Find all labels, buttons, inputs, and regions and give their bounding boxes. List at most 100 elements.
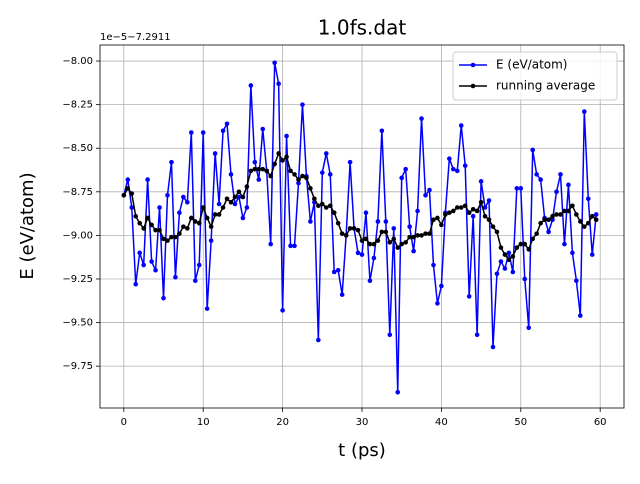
data-point — [276, 151, 281, 156]
data-point — [589, 252, 595, 257]
data-point — [181, 224, 186, 229]
data-point — [371, 255, 377, 261]
data-point — [248, 83, 254, 88]
data-point — [538, 177, 543, 182]
data-point — [161, 236, 166, 242]
data-point — [272, 60, 277, 66]
data-point — [161, 295, 166, 301]
data-point — [335, 267, 341, 273]
data-point — [351, 226, 357, 231]
y-tick-label: −9.75 — [62, 361, 93, 372]
data-point — [240, 194, 246, 200]
data-point — [204, 215, 210, 221]
data-point — [236, 194, 242, 200]
data-point — [558, 212, 563, 217]
data-point — [224, 121, 230, 127]
data-point — [391, 226, 397, 231]
data-point — [419, 116, 424, 121]
y-axis-label: E (eV/atom) — [17, 172, 38, 279]
data-point — [490, 344, 496, 350]
data-point — [411, 248, 416, 254]
data-point — [490, 224, 496, 229]
data-point — [589, 213, 595, 219]
data-point — [212, 212, 218, 217]
data-point — [403, 240, 408, 245]
data-point — [343, 233, 349, 238]
data-point — [320, 201, 325, 207]
data-point — [236, 189, 242, 195]
data-point — [316, 203, 321, 209]
data-point — [304, 175, 309, 181]
data-point — [462, 203, 468, 209]
data-point — [125, 177, 131, 182]
data-point — [454, 168, 460, 174]
y-tick-label: −8.75 — [62, 187, 93, 198]
x-tick-label: 60 — [594, 417, 607, 428]
data-point — [494, 271, 500, 277]
data-point — [145, 177, 150, 182]
data-point — [363, 210, 369, 216]
data-point — [439, 283, 444, 289]
data-point — [578, 313, 583, 318]
x-tick-label: 40 — [435, 417, 448, 428]
data-point — [498, 245, 504, 250]
data-point — [284, 154, 289, 160]
legend-marker — [470, 83, 476, 89]
data-point — [407, 234, 412, 240]
data-point — [562, 241, 567, 247]
data-point — [165, 192, 170, 198]
data-point — [347, 159, 353, 165]
data-point — [125, 186, 131, 191]
y-tick-label: −8.00 — [62, 56, 93, 67]
data-point — [272, 161, 277, 167]
data-point — [292, 172, 297, 177]
data-point — [474, 208, 480, 214]
data-point — [212, 151, 218, 156]
data-point — [157, 205, 162, 210]
data-point — [327, 203, 333, 209]
data-point — [423, 192, 428, 198]
data-point — [264, 168, 270, 174]
data-point — [427, 231, 432, 236]
data-point — [292, 243, 297, 249]
data-point — [478, 199, 484, 205]
data-point — [252, 166, 258, 172]
data-point — [582, 109, 587, 114]
data-point — [383, 229, 389, 235]
data-point — [244, 184, 250, 189]
data-point — [323, 151, 329, 156]
data-point — [185, 226, 190, 231]
data-point — [458, 123, 464, 128]
data-point — [141, 262, 146, 268]
data-point — [300, 173, 305, 179]
data-point — [411, 234, 416, 240]
data-point — [129, 205, 135, 210]
data-point — [252, 159, 258, 165]
data-point — [248, 168, 254, 174]
data-point — [566, 208, 571, 214]
data-point — [347, 226, 353, 231]
data-point — [200, 130, 206, 135]
data-point — [562, 208, 567, 214]
data-point — [359, 238, 365, 243]
data-point — [486, 198, 492, 203]
data-point — [240, 215, 246, 221]
data-point — [296, 177, 301, 182]
data-point — [554, 212, 559, 217]
data-point — [308, 219, 313, 224]
data-point — [181, 194, 186, 200]
data-point — [454, 205, 460, 210]
data-point — [208, 238, 214, 243]
data-point — [232, 194, 238, 200]
data-point — [502, 266, 508, 271]
plot-frame — [99, 44, 625, 409]
data-point — [447, 156, 452, 161]
data-point — [431, 217, 436, 223]
data-point — [458, 205, 464, 210]
data-point — [399, 241, 404, 247]
data-point — [526, 325, 532, 331]
data-point — [407, 224, 412, 229]
data-point — [518, 241, 524, 247]
data-point — [244, 205, 250, 210]
data-point — [137, 220, 142, 226]
